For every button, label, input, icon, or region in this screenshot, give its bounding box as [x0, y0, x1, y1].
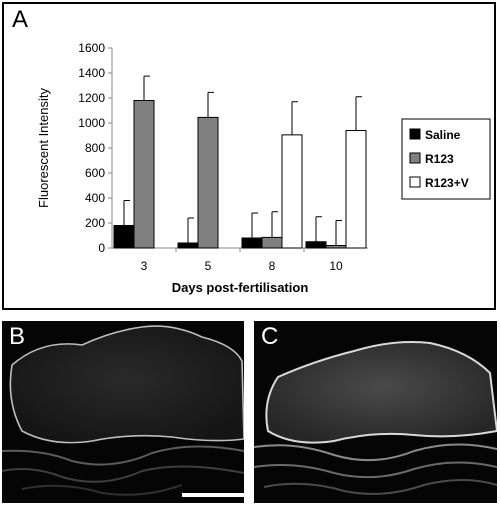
micrograph-b-image	[2, 325, 244, 496]
bar-r123-8	[261, 236, 283, 249]
bar-saline-5	[177, 242, 199, 249]
x-tick-label: 5	[205, 259, 212, 273]
x-tick-label: 10	[329, 259, 343, 273]
y-tick-label: 1000	[78, 116, 105, 130]
y-tick-label: 1600	[78, 41, 105, 55]
legend-swatch	[409, 128, 421, 140]
x-axis-title: Days post-fertilisation	[172, 280, 309, 295]
y-tick-label: 200	[85, 216, 105, 230]
y-tick-label: 800	[85, 141, 105, 155]
y-tick-label: 0	[98, 241, 105, 255]
micrograph-c: C	[254, 321, 497, 503]
bar-chart: 0 200 400 600 800 1000 1200 1400 1600 3 5 8 10 Fluo…	[36, 41, 491, 295]
bar-r123-10	[325, 245, 347, 249]
x-tick-label: 3	[141, 259, 148, 273]
y-tick-label: 1400	[78, 66, 105, 80]
y-tick-label: 400	[85, 191, 105, 205]
bar-r123-3	[133, 100, 155, 249]
bar-r123-5	[197, 116, 219, 249]
y-tick-label: 1200	[78, 91, 105, 105]
bar-r123-v-8	[281, 134, 303, 249]
legend-swatch	[409, 152, 421, 164]
panel-c-label: C	[261, 323, 279, 350]
x-tick-label: 8	[269, 259, 276, 273]
bar-saline-3	[113, 225, 135, 249]
micrograph-c-image	[254, 341, 497, 495]
legend-label: R123+V	[425, 176, 469, 190]
panel-a: A 0 200 400 600 800 1000 1200 1400 1600 3 5 8 10 Fl…	[2, 2, 496, 310]
micrograph-b: B	[2, 321, 244, 503]
panel-a-label: A	[12, 6, 29, 33]
legend: Saline R123 R123+V	[401, 118, 491, 200]
tissue-outline	[9, 325, 244, 444]
y-tick-label: 600	[85, 166, 105, 180]
bar-r123-v-10	[345, 130, 367, 249]
scale-bar	[182, 493, 244, 497]
legend-label: Saline	[425, 128, 461, 142]
tissue-outline	[265, 341, 497, 444]
legend-label: R123	[425, 152, 454, 166]
panel-b-label: B	[9, 323, 26, 350]
bar-saline-10	[305, 241, 327, 249]
y-axis-title: Fluorescent Intensity	[36, 88, 51, 208]
bar-saline-8	[241, 237, 263, 249]
legend-swatch	[409, 176, 421, 188]
